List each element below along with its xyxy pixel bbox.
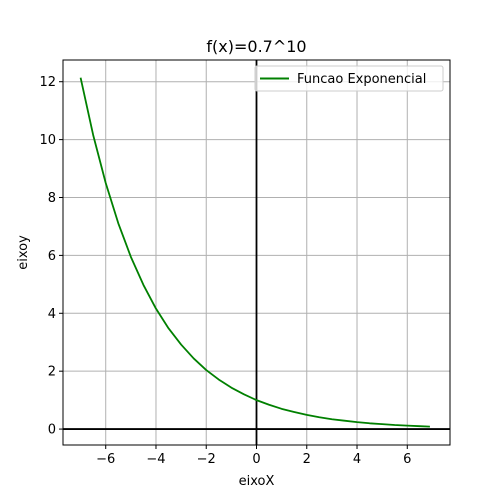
x-tick-label: 6 [403,452,411,467]
y-tick-label: 8 [48,191,56,206]
y-tick-label: 6 [48,249,56,264]
y-axis-label: eixoy [16,235,31,270]
series-line-0 [79,77,430,428]
y-tick-label: 10 [39,133,56,148]
y-tick-label: 0 [48,423,56,438]
x-axis-label: eixoX [239,474,275,489]
reference-lines-layer [63,60,450,445]
series-layer [79,77,430,428]
x-tick-label: −4 [146,452,165,467]
tick-labels-layer: −6 −4 −2 0 2 4 6 0 2 4 6 8 10 12 [39,75,411,467]
chart-title: f(x)=0.7^10 [206,37,306,56]
y-tick-label: 4 [48,307,56,322]
ticks-layer [59,81,408,449]
y-tick-label: 2 [48,365,56,380]
x-tick-label: 0 [252,452,260,467]
y-tick-label: 12 [39,75,56,90]
legend-label: Funcao Exponencial [297,72,426,87]
legend: Funcao Exponencial [254,65,444,92]
x-tick-label: −2 [197,452,216,467]
x-tick-label: 4 [353,452,361,467]
legend-box [254,65,444,92]
x-tick-label: −6 [96,452,115,467]
x-tick-label: 2 [303,452,311,467]
